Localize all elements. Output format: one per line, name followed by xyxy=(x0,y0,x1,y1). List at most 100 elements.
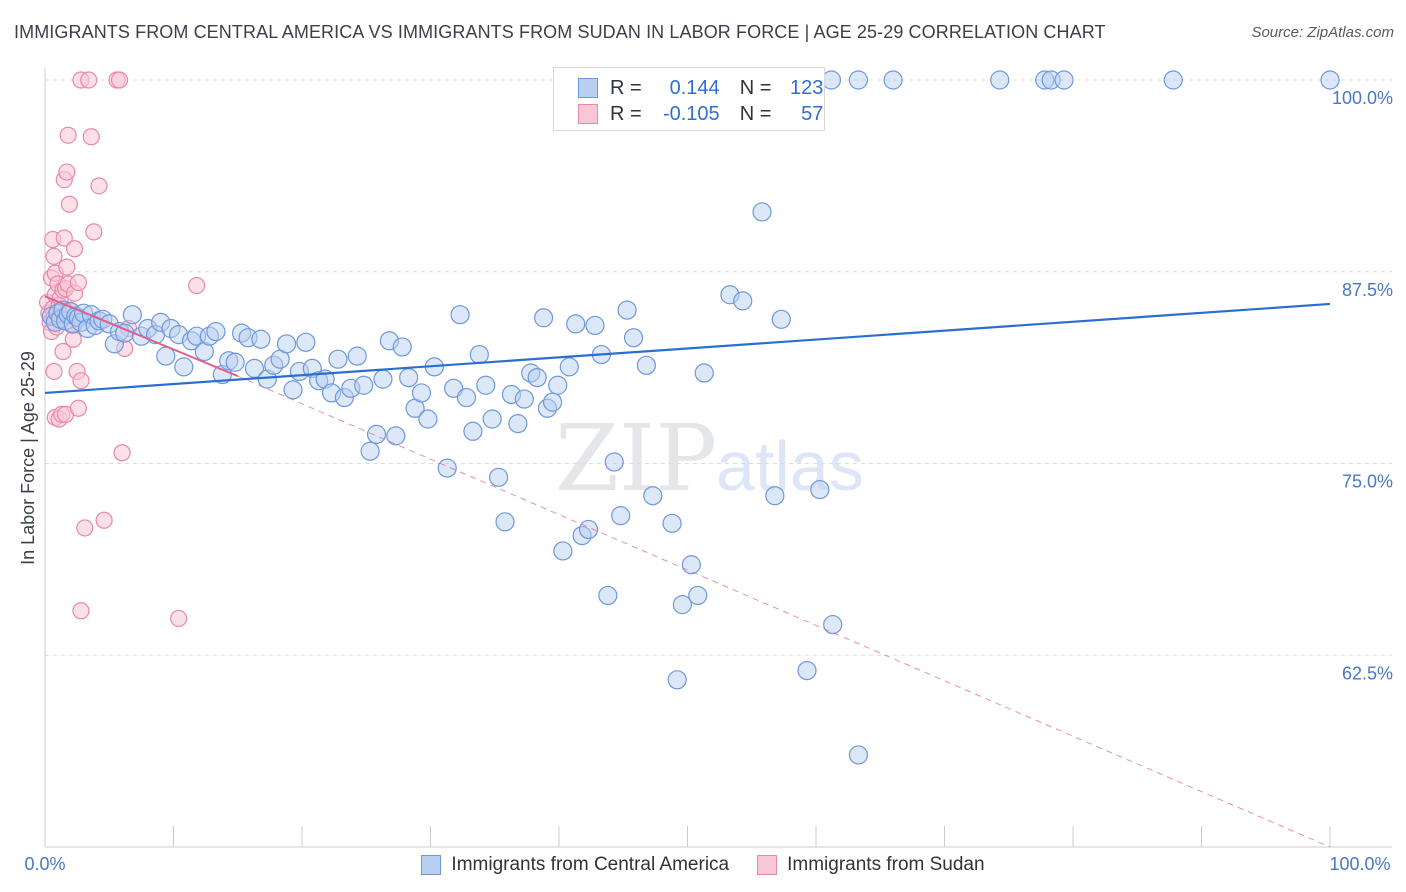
tick-labels: 100.0% 87.5% 75.0% 62.5% 0.0% 100.0% xyxy=(24,88,1393,874)
central-america-point xyxy=(694,363,714,383)
legend-label-central-america: Immigrants from Central America xyxy=(451,854,730,875)
central-america-point xyxy=(548,375,568,395)
central-america-point xyxy=(667,670,687,690)
central-america-point xyxy=(823,614,843,635)
central-america-point xyxy=(251,329,271,349)
central-america-point xyxy=(1320,70,1340,90)
chart-title: IMMIGRANTS FROM CENTRAL AMERICA VS IMMIG… xyxy=(14,22,1106,42)
sudan-trend-line-extension xyxy=(237,375,1331,848)
central-america-point xyxy=(771,309,791,329)
central-america-point xyxy=(527,367,547,388)
central-america-point xyxy=(514,389,534,409)
sudan-point xyxy=(82,128,100,146)
central-america-point xyxy=(566,314,586,334)
central-america-point xyxy=(328,349,348,369)
x-tick-label-right: 100.0% xyxy=(1329,854,1390,874)
central-america-point xyxy=(225,352,245,372)
central-america-point xyxy=(598,585,618,606)
central-america-point xyxy=(174,357,194,377)
series-legend: Immigrants from Central America Immigran… xyxy=(0,852,1406,878)
central-america-point xyxy=(495,512,515,532)
legend-r-value: 0.144 xyxy=(669,76,720,99)
central-america-point xyxy=(733,291,753,311)
central-america-point xyxy=(662,513,682,533)
sudan-point xyxy=(59,126,77,144)
central-america-point xyxy=(611,506,631,526)
central-america-point xyxy=(399,367,419,388)
central-america-point xyxy=(411,383,432,403)
legend-r-label: R = xyxy=(610,102,642,125)
legend-swatch-pink xyxy=(578,104,598,124)
central-america-point xyxy=(821,70,842,90)
sudan-point xyxy=(58,163,76,181)
central-america-point xyxy=(533,308,554,328)
central-america-point xyxy=(489,467,509,487)
trend-lines xyxy=(44,295,1331,848)
sudan-point xyxy=(45,362,63,381)
sudan-point xyxy=(55,229,73,247)
axes xyxy=(44,68,1392,848)
legend-r-value: -0.105 xyxy=(662,102,720,125)
central-america-point xyxy=(360,441,380,461)
central-america-point xyxy=(681,555,701,575)
central-america-point xyxy=(752,202,772,222)
central-america-point xyxy=(456,387,477,408)
correlation-legend: R = 0.144 N = 123 R = -0.105 N = 57 xyxy=(553,67,825,131)
central-america-trend-line xyxy=(44,302,1331,395)
central-america-point xyxy=(578,519,599,540)
sudan-point xyxy=(69,273,88,292)
central-america-point xyxy=(482,409,502,429)
sudan-point xyxy=(110,71,129,89)
sudan-point xyxy=(85,223,103,241)
watermark: ZIP atlas xyxy=(555,405,864,512)
sudan-point xyxy=(188,276,206,295)
central-america-point xyxy=(672,595,692,615)
central-america-point xyxy=(386,426,406,446)
y-tick-label: 87.5% xyxy=(1342,280,1393,300)
central-america-point xyxy=(797,660,817,681)
central-america-point xyxy=(553,541,573,561)
legend-r-label: R = xyxy=(610,76,642,99)
watermark-atlas: atlas xyxy=(716,427,864,505)
sudan-point xyxy=(72,602,90,620)
central-america-point xyxy=(542,392,563,412)
central-america-point xyxy=(636,355,656,375)
sudan-point xyxy=(113,444,131,462)
central-america-point xyxy=(848,70,869,90)
central-america-point xyxy=(476,375,496,395)
source-label: Source: ZipAtlas.com xyxy=(1251,24,1394,41)
legend-n-value: 57 xyxy=(801,102,824,125)
central-america-point xyxy=(283,380,303,400)
central-america-point xyxy=(643,486,663,506)
legend-item-sudan: Immigrants from Sudan xyxy=(757,854,985,876)
central-america-point xyxy=(559,357,579,377)
x-tick-label-left: 0.0% xyxy=(24,854,65,874)
sudan-point xyxy=(72,372,90,390)
central-america-point xyxy=(688,585,708,606)
central-america-point xyxy=(206,321,226,342)
central-america-point xyxy=(366,424,387,444)
legend-swatch-blue xyxy=(421,855,442,875)
central-america-point xyxy=(437,458,457,478)
central-america-point xyxy=(469,344,489,365)
sudan-point xyxy=(170,609,188,628)
central-america-point xyxy=(296,332,316,352)
legend-item-central-america: Immigrants from Central America xyxy=(421,854,729,876)
watermark-zip: ZIP xyxy=(555,405,717,512)
central-america-point xyxy=(1054,70,1074,90)
central-america-point xyxy=(848,745,869,765)
sudan-point xyxy=(60,195,79,213)
central-america-point xyxy=(373,369,393,389)
central-america-point xyxy=(883,70,903,90)
sudan-point xyxy=(76,519,94,537)
central-america-point xyxy=(623,328,644,348)
sudan-point xyxy=(58,258,76,276)
y-tick-label: 100.0% xyxy=(1332,88,1393,108)
central-america-point xyxy=(810,479,830,500)
central-america-point xyxy=(354,375,374,395)
legend-row-sudan: R = -0.105 N = 57 xyxy=(578,102,823,126)
legend-row-central-america: R = 0.144 N = 123 xyxy=(578,76,823,100)
y-tick-label: 75.0% xyxy=(1342,472,1393,492)
sudan-point xyxy=(80,71,98,89)
